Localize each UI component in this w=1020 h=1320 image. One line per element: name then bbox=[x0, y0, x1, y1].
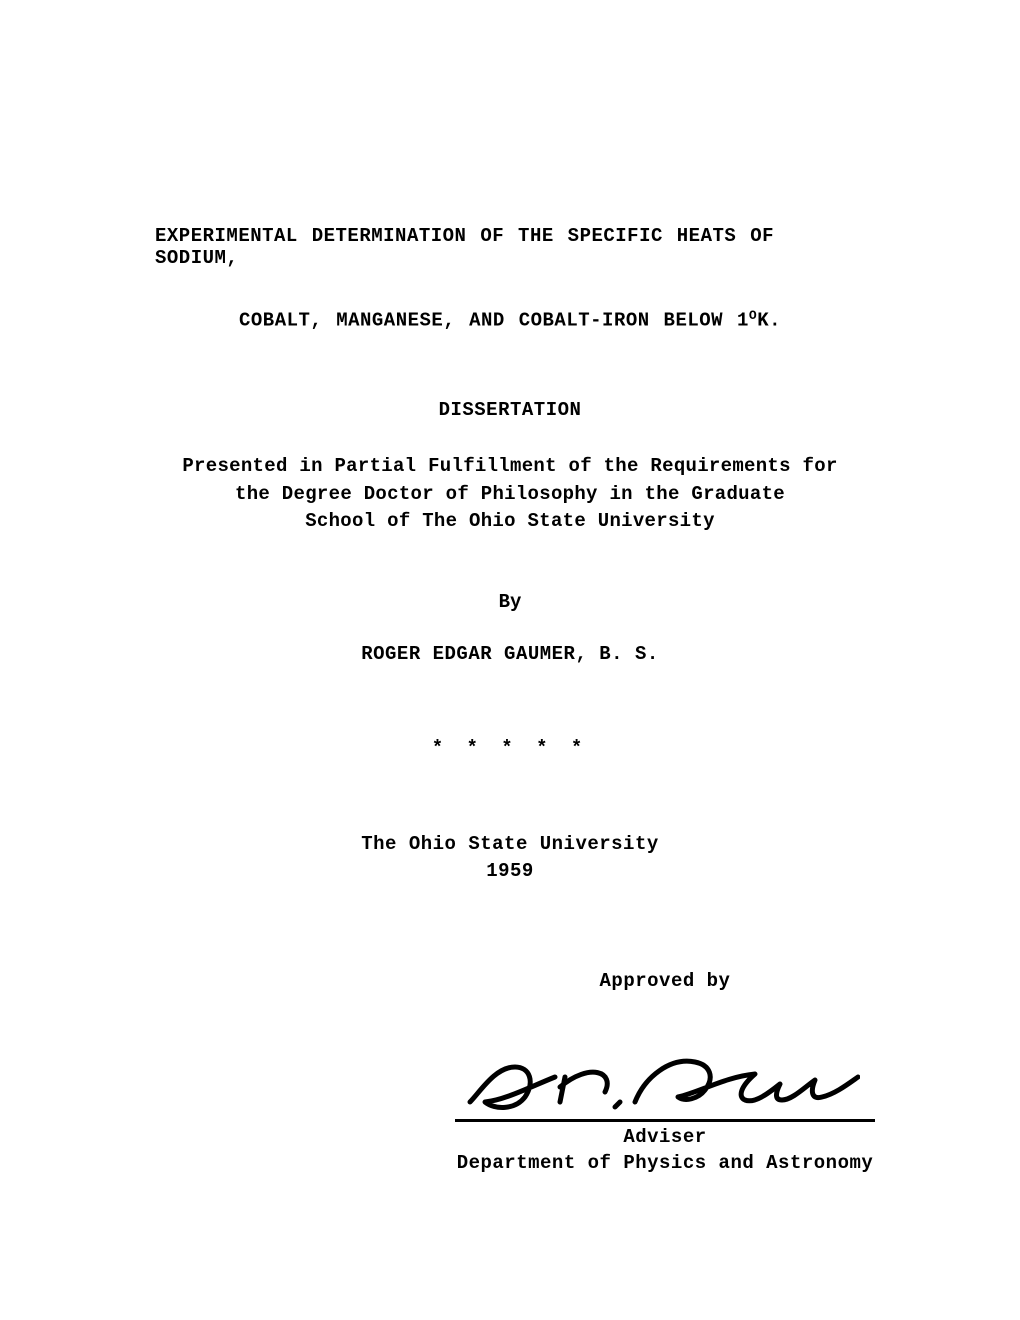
fulfillment-line-2: the Degree Doctor of Philosophy in the G… bbox=[155, 481, 865, 509]
title-superscript: O bbox=[749, 308, 757, 323]
adviser-label: Adviser bbox=[440, 1126, 890, 1148]
by-label: By bbox=[155, 591, 865, 613]
title-line-2: COBALT, MANGANESE, AND COBALT-IRON BELOW… bbox=[155, 307, 865, 331]
fulfillment-line-1: Presented in Partial Fulfillment of the … bbox=[155, 453, 865, 481]
star-divider: * * * * * bbox=[155, 737, 865, 759]
signature-icon bbox=[460, 1042, 860, 1117]
title-line-2-prefix: COBALT, MANGANESE, AND COBALT-IRON BELOW… bbox=[239, 309, 749, 331]
author-name: ROGER EDGAR GAUMER, B. S. bbox=[155, 643, 865, 665]
fulfillment-line-3: School of The Ohio State University bbox=[155, 508, 865, 536]
department-label: Department of Physics and Astronomy bbox=[440, 1152, 890, 1174]
title-page-content: EXPERIMENTAL DETERMINATION OF THE SPECIF… bbox=[0, 225, 1020, 884]
university-name: The Ohio State University bbox=[155, 831, 865, 858]
signature-line bbox=[455, 1119, 875, 1122]
fulfillment-text: Presented in Partial Fulfillment of the … bbox=[155, 453, 865, 536]
title-line-1: EXPERIMENTAL DETERMINATION OF THE SPECIF… bbox=[155, 225, 865, 269]
approved-by-label: Approved by bbox=[440, 970, 890, 992]
signature-area bbox=[440, 1047, 890, 1117]
university-block: The Ohio State University 1959 bbox=[155, 831, 865, 884]
approval-section: Approved by Adviser Department of Physic… bbox=[440, 970, 890, 1174]
university-year: 1959 bbox=[155, 858, 865, 885]
dissertation-label: DISSERTATION bbox=[155, 399, 865, 421]
title-line-2-suffix: K. bbox=[757, 309, 781, 331]
